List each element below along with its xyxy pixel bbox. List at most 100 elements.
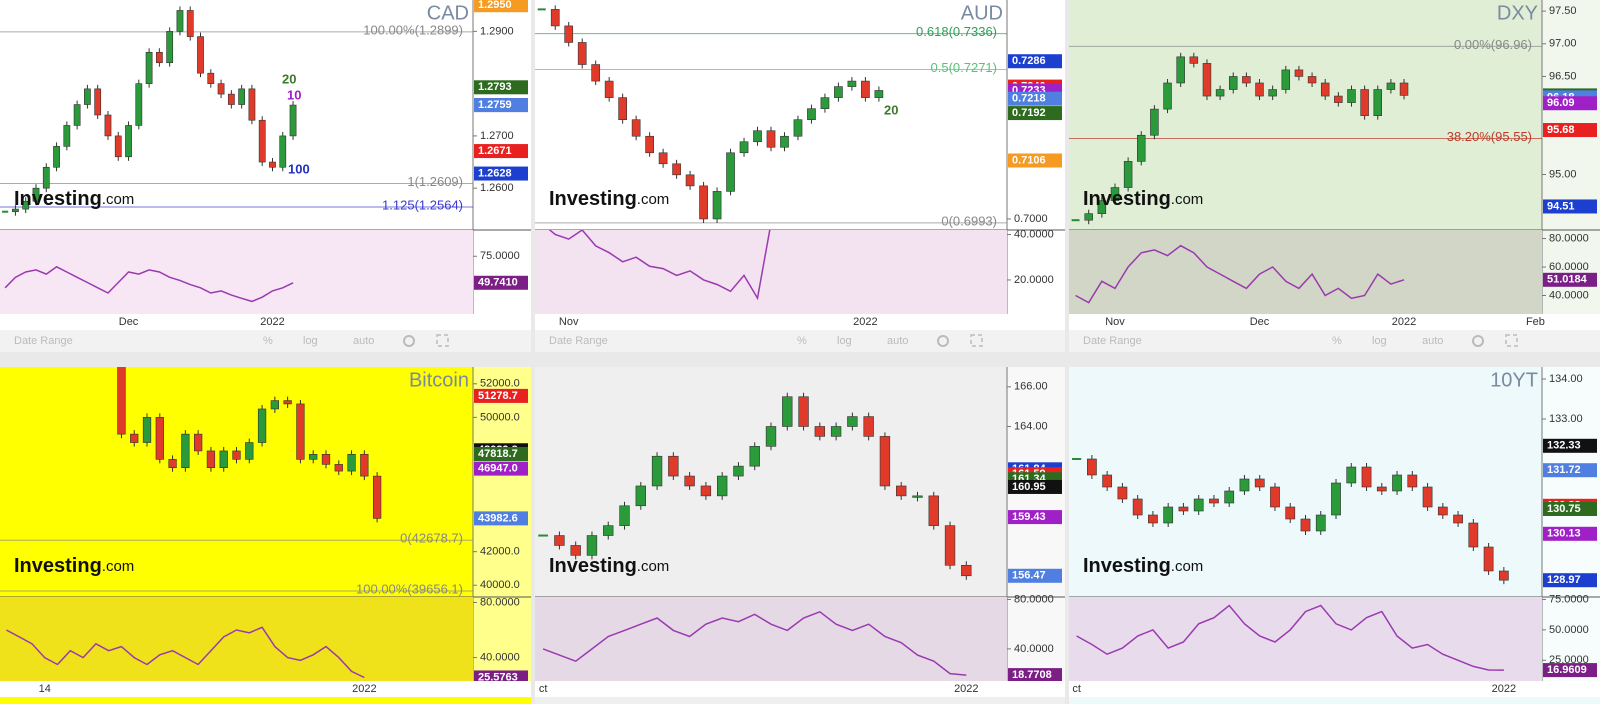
rsi-badge-label: 16.9609 (1547, 664, 1587, 676)
candle (360, 453, 369, 477)
candle (53, 146, 60, 168)
rsi-tick-label: 40.0000 (1014, 643, 1054, 655)
price-pane: 0.618(0.7336) 0.5(0.7271) 0(0.6993) (535, 5, 1007, 228)
candle (619, 505, 630, 526)
y-tick-label: 164.00 (1014, 420, 1048, 432)
x-tick-label: ct (539, 683, 548, 695)
level-label: 0.00%(96.96) (1454, 37, 1532, 52)
candle (618, 97, 628, 120)
candle (912, 495, 923, 498)
settings-icon (403, 335, 415, 347)
candle (197, 36, 204, 74)
y-tick-label: 52000.0 (480, 378, 520, 390)
price-badge-label: 131.72 (1547, 464, 1581, 476)
price-pane (538, 392, 972, 580)
candle (283, 400, 292, 405)
candle (258, 119, 266, 163)
rsi-tick-label: 60.0000 (1549, 261, 1589, 273)
chart-panel: 0(42678.7) 100.00%(39656.1) 52000.0 50000.0… (0, 367, 531, 704)
y-tick-label: 42000.0 (480, 546, 520, 558)
candle (1254, 478, 1265, 488)
price-badge-label: 46947.0 (478, 463, 518, 475)
price-badge (474, 80, 528, 95)
candle (372, 475, 382, 519)
logo: Investing.com (549, 555, 669, 577)
rsi-line (4, 265, 294, 303)
price-badge (474, 144, 528, 159)
candle (847, 416, 858, 427)
candle (232, 450, 241, 460)
price-badge-label: 1.2671 (478, 145, 512, 157)
candle (130, 433, 139, 443)
candle (538, 534, 549, 537)
rsi-background (0, 230, 473, 314)
date-axis (535, 681, 1065, 697)
rsi-tick-label: 20.0000 (1014, 274, 1054, 286)
candle (635, 485, 646, 507)
x-tick-label: Feb (1526, 316, 1545, 328)
toolbar-item: % (263, 335, 273, 347)
candle (782, 396, 793, 427)
axis-background (473, 367, 531, 697)
candle (753, 130, 762, 143)
candle (1110, 187, 1120, 201)
chart-title: Bitcoin (409, 369, 469, 391)
candle (94, 88, 102, 116)
toolbar-item: Date Range (549, 335, 608, 347)
candle (104, 114, 112, 137)
candle (830, 426, 842, 437)
candle (1132, 498, 1143, 516)
chart-panel: 166.00164.00161.84161.59161.34160.95159.… (535, 367, 1065, 704)
logo-suffix: .com (1171, 191, 1204, 208)
logo: Investing.com (1083, 188, 1203, 210)
candle (1483, 546, 1494, 572)
x-tick-label: 2022 (260, 316, 284, 328)
candle (874, 90, 884, 98)
rsi-line (1075, 244, 1405, 304)
y-tick-label: 97.50 (1549, 5, 1577, 17)
logo-name: Investing (14, 188, 102, 210)
candle (248, 88, 256, 121)
candle (554, 535, 565, 546)
candle (672, 163, 681, 176)
price-badge-label: 160.95 (1012, 481, 1046, 493)
date-axis (1069, 681, 1600, 697)
logo: Investing.com (14, 555, 134, 577)
candle (1399, 82, 1409, 96)
candle (645, 135, 654, 154)
axis-background (1007, 367, 1065, 697)
candle (1320, 82, 1330, 97)
candle (591, 64, 601, 82)
y-tick-label: 97.00 (1549, 38, 1577, 50)
expand-icon (970, 334, 983, 347)
rsi-tick-label: 80.0000 (480, 596, 520, 608)
candle (1268, 89, 1277, 97)
candle (1392, 474, 1402, 492)
rsi-line (542, 610, 967, 676)
price-badge-label: 1.2950 (478, 0, 512, 11)
price-badge (1543, 526, 1597, 541)
ma-label: 10 (287, 87, 301, 102)
ma-label: 20 (282, 71, 296, 86)
candle (651, 455, 663, 487)
candle (1097, 200, 1107, 214)
candle (1150, 108, 1159, 136)
level-label: 0(42678.7) (400, 531, 463, 546)
candle (1300, 518, 1311, 532)
candle (793, 119, 803, 137)
candle (1148, 514, 1158, 524)
candle (207, 72, 215, 84)
price-badge (1543, 463, 1597, 478)
price-badge (474, 511, 528, 526)
candle (749, 446, 760, 467)
candle (22, 200, 30, 210)
candle (1072, 458, 1082, 460)
candle (1178, 506, 1189, 512)
candle (63, 125, 71, 147)
candle (73, 104, 81, 126)
price-badge-label: 130.13 (1547, 528, 1581, 540)
y-tick-label: 1.2600 (480, 182, 514, 194)
rsi-background (1069, 597, 1542, 681)
level-label: 100.00%(39656.1) (356, 581, 463, 596)
rsi-background (535, 597, 1007, 681)
